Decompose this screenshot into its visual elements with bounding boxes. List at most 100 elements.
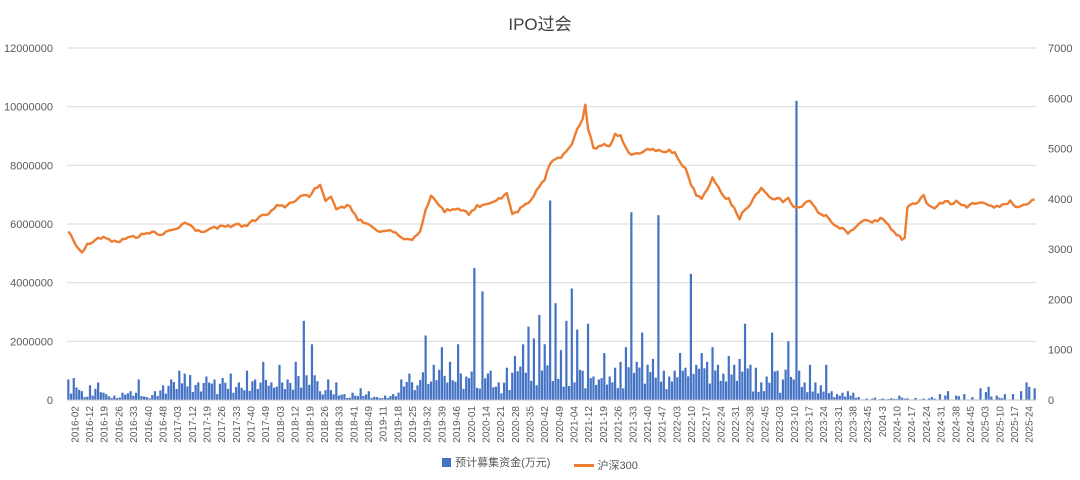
x-tick-label: 2020-14 [481,406,492,443]
bar [735,380,739,400]
bar [199,391,203,400]
bar [1001,398,1004,400]
x-tick-label: 2021-26 [614,406,625,443]
bar [364,394,368,400]
legend-item-line[interactable]: 沪深300 [573,457,638,473]
bar [272,387,276,400]
bar [546,365,549,400]
x-tick-label: 2019-11 [379,406,390,442]
bar [567,385,571,400]
bar [768,382,771,400]
bar [700,353,703,400]
right-y-axis: 0 1000 2000 3000 4000 5000 6000 7000 [1048,43,1072,407]
bar [984,392,988,400]
bar [321,394,324,400]
bar [454,381,457,400]
bar [484,378,487,400]
legend-label-line: 沪深300 [597,460,638,472]
bar [787,341,790,400]
bar [557,378,560,400]
bar [898,395,901,400]
bar [540,370,544,400]
x-tick-label: 2020-21 [496,406,507,443]
bar [559,350,563,400]
bar [110,397,113,400]
bar [132,395,135,400]
bar [318,391,322,400]
bar [75,387,78,400]
bar [278,364,281,400]
bar [922,398,925,400]
bar [643,383,646,400]
bar [256,388,259,400]
bar [300,387,303,400]
bar [733,364,736,400]
bar [532,338,536,400]
bar [562,386,565,400]
bar [632,372,636,400]
x-tick-label: 2024-24 [922,406,933,443]
bar [900,397,904,400]
x-tick-label: 2020-28 [511,406,522,443]
bar [795,100,798,401]
bar [1003,394,1006,400]
bar [741,371,744,400]
bar [654,377,657,400]
bar [955,395,958,400]
x-tick-label: 2023-38 [848,406,859,443]
bar [597,379,600,400]
bar [213,379,216,400]
bar [927,398,931,400]
x-tick-label: 2019-25 [408,406,419,443]
bar [283,389,286,400]
bar [83,397,86,400]
bar [383,395,387,400]
right-tick-label: 0 [1048,395,1054,407]
x-tick-label: 2022-45 [760,406,771,443]
left-y-axis: 0 2000000 4000000 6000000 8000000 10000000 120… [4,43,53,407]
bar [614,367,617,400]
bar [827,393,831,400]
bar [714,370,717,400]
bar [465,376,468,400]
bar [216,394,219,400]
bar [294,361,297,400]
bar [538,314,541,400]
bar [148,398,151,400]
bar [576,329,579,400]
bar [765,376,768,400]
bar [770,332,774,400]
bar [494,386,498,400]
bar [91,395,94,400]
bar [381,398,384,400]
bar [760,382,763,400]
x-axis: 2016-02 2016-12 2016-19 2016-26 2016-33 2016-… [67,399,1036,443]
bar [749,364,752,400]
bar [270,382,273,400]
bar [738,358,741,400]
bar [126,393,130,400]
bar [348,397,351,400]
bar [351,392,354,400]
bar [291,389,295,400]
bar [811,391,814,400]
bar [448,361,452,400]
bar [105,394,108,400]
x-tick-label: 2019-39 [437,406,448,443]
bar [635,361,638,400]
bar [1011,394,1015,400]
bar [668,376,671,400]
bar [429,381,433,400]
right-tick-label: 2000 [1048,294,1072,306]
bar [115,398,119,400]
bar [267,385,270,400]
legend-item-bars[interactable]: 预计募集资金(万元) [442,454,550,470]
bar [681,370,684,400]
bar [695,364,698,400]
bar [692,373,695,400]
x-tick-label: 2019-46 [452,406,463,443]
bar [194,384,197,400]
bar [660,381,663,400]
x-tick-label: 2024-17 [907,406,918,443]
bar [113,395,116,400]
